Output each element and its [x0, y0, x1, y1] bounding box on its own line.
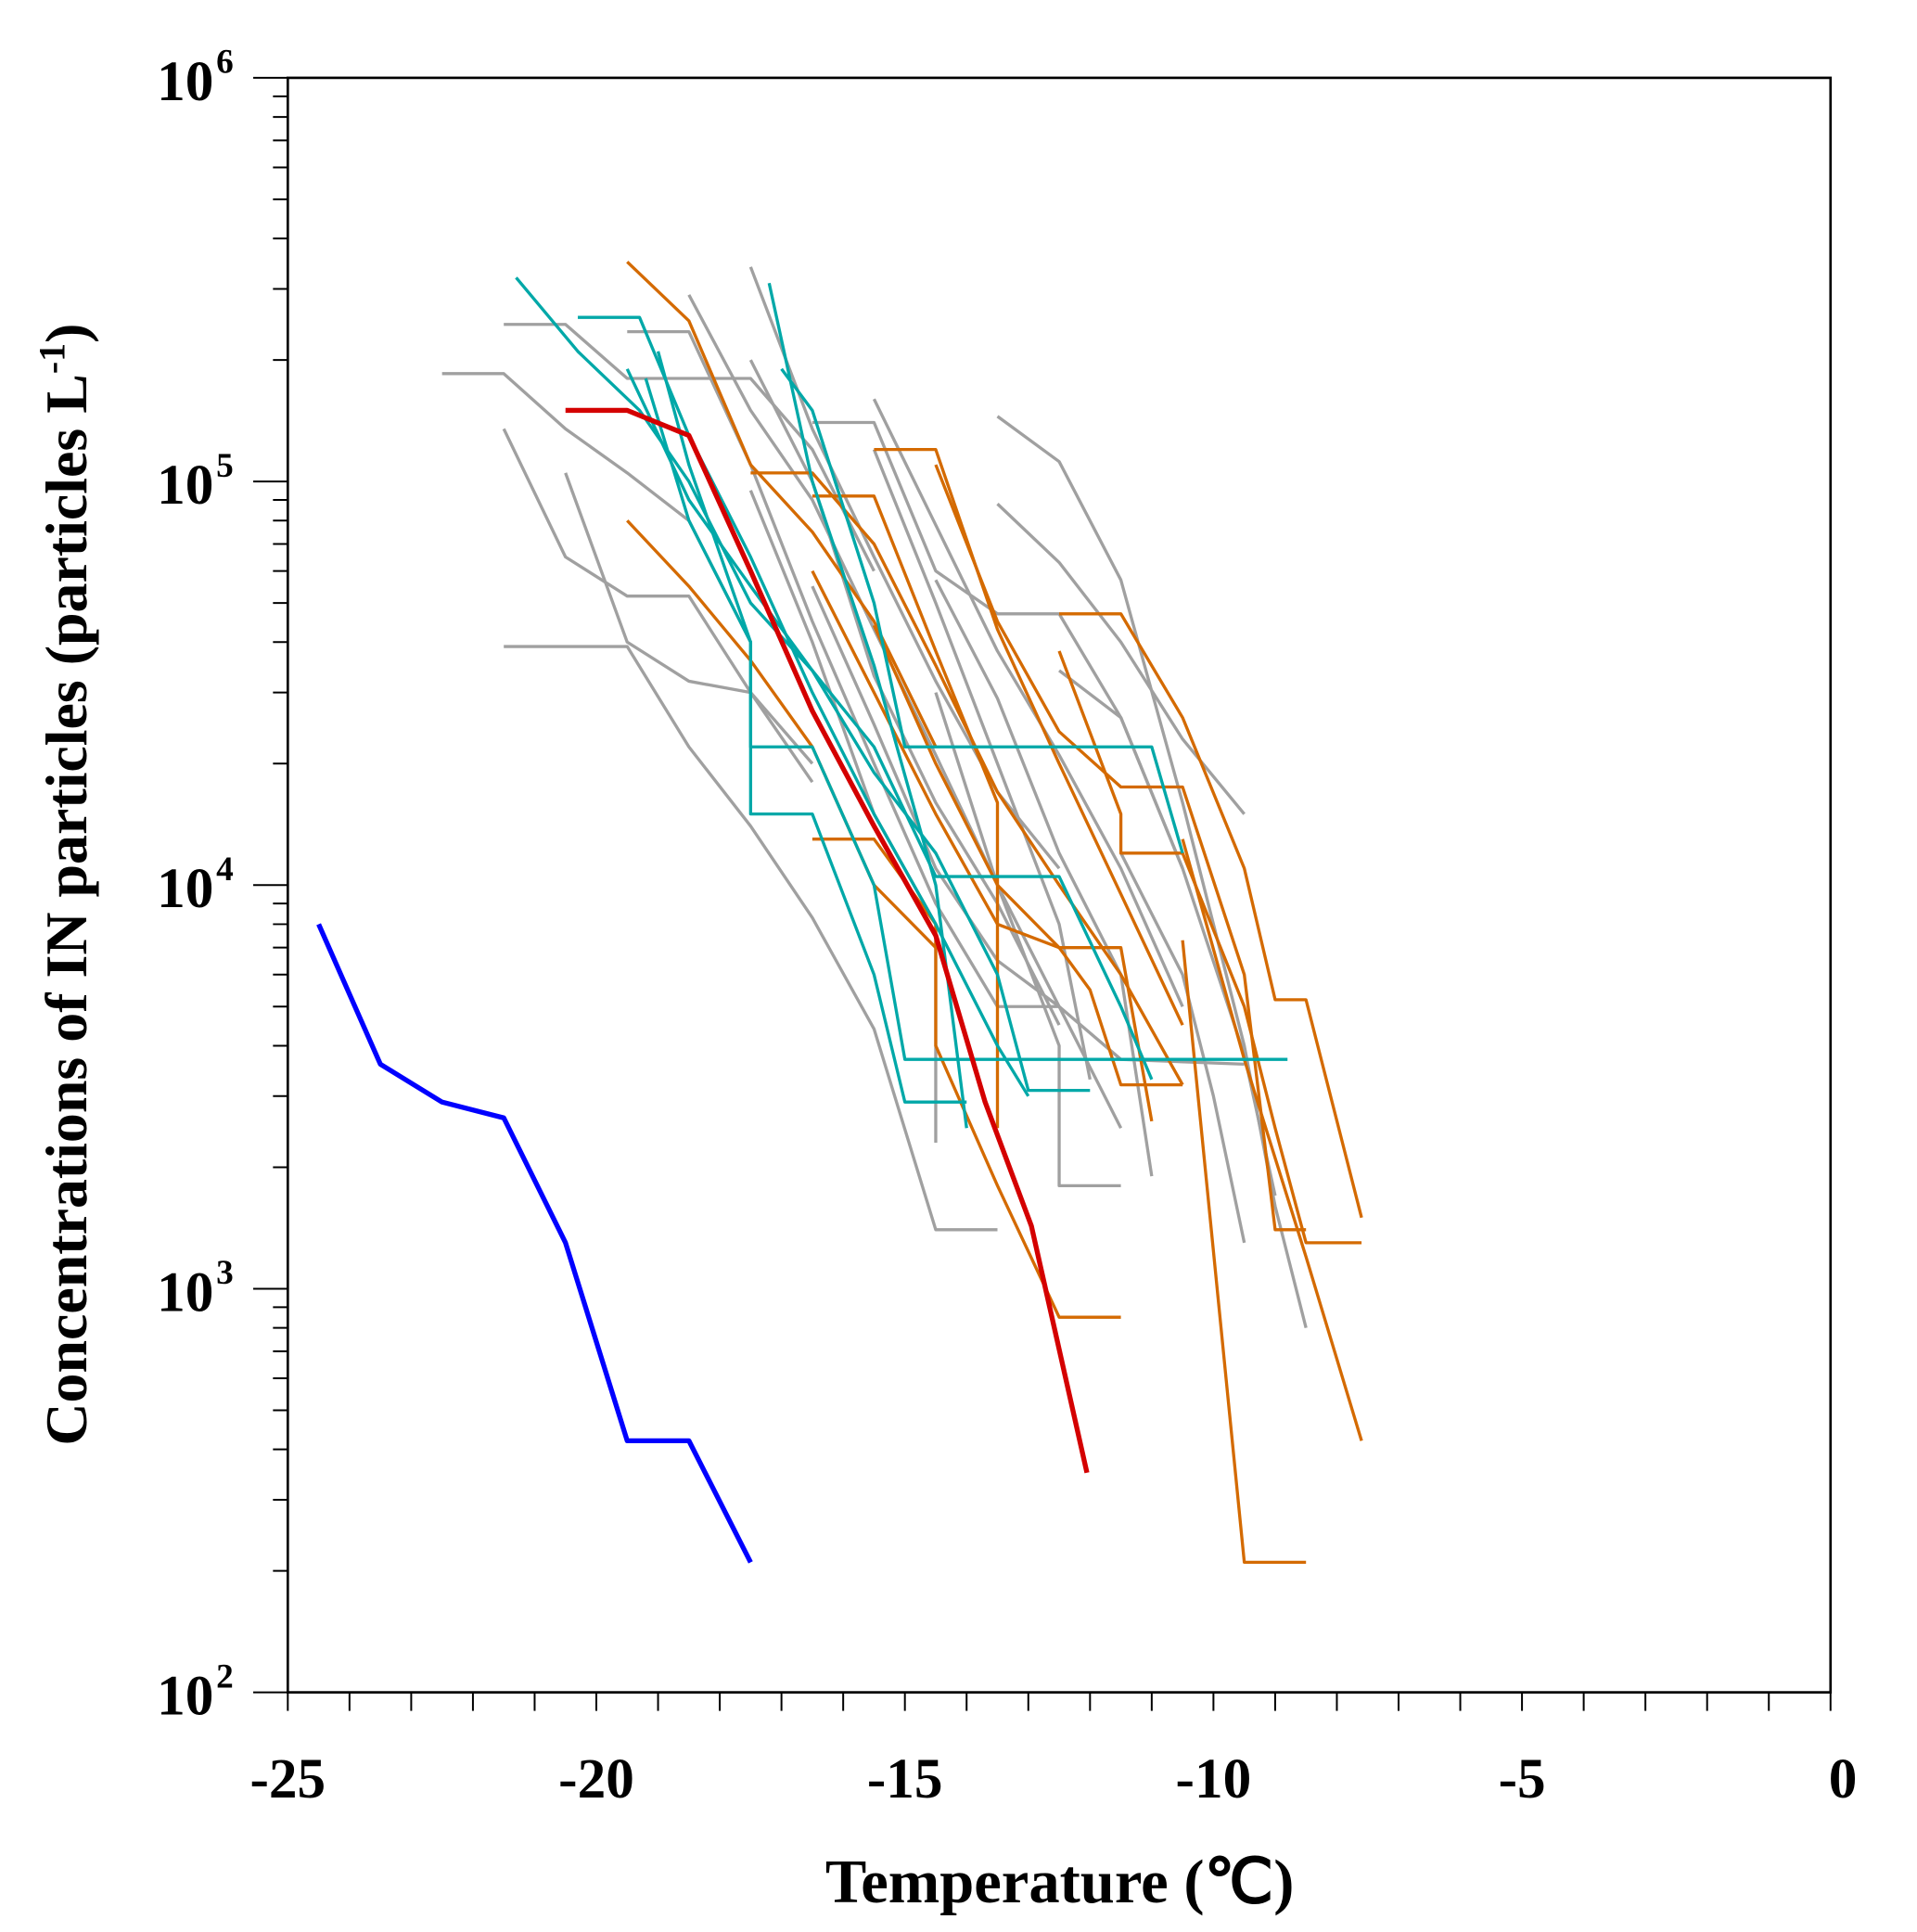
x-axis-label: Temperature (℃) — [825, 1849, 1295, 1916]
y-tick-label-exponent: 4 — [216, 851, 234, 889]
y-axis-label-main: Concentrations of IN particles (particle… — [33, 374, 99, 1445]
y-tick-label: 10 — [157, 454, 213, 517]
series-line-gray-17 — [748, 359, 1061, 1026]
series-line-gray-2 — [502, 428, 814, 765]
series-line-orange-32 — [812, 494, 1000, 1129]
series-line-teal-39 — [625, 368, 1154, 1081]
series-line-gray-16 — [934, 692, 1121, 1188]
y-tick-label-exponent: 6 — [216, 44, 234, 82]
y-tick-label-exponent: 5 — [216, 447, 234, 485]
series-line-teal-38 — [780, 367, 1184, 854]
series-line-gray-13 — [872, 449, 1092, 1081]
y-axis-label-end: ) — [33, 324, 99, 343]
series-line-orange-31 — [872, 624, 1183, 1087]
y-tick-label: 10 — [157, 50, 213, 113]
series-line-orange-29 — [812, 838, 1121, 1319]
x-tick-label: -15 — [867, 1747, 943, 1810]
y-axis-label: Concentrations of IN particles (particle… — [31, 324, 99, 1446]
series-line-orange-26 — [750, 471, 1184, 1086]
x-tick-label: -20 — [558, 1747, 634, 1810]
x-tick-label: -25 — [249, 1747, 326, 1810]
series-line-red-40 — [565, 407, 1090, 1474]
series-line-blue-41 — [316, 923, 753, 1564]
series-line-gray-15 — [934, 579, 1154, 1177]
series-line-orange-28 — [934, 464, 1307, 1232]
series-line-teal-34 — [578, 315, 1030, 1097]
series-line-gray-1 — [504, 323, 875, 572]
x-tick-label: -10 — [1176, 1747, 1252, 1810]
series-layer — [316, 261, 1363, 1565]
y-tick-label: 10 — [157, 1260, 213, 1324]
series-line-orange-23 — [1059, 612, 1363, 1219]
x-tick-label: 0 — [1829, 1747, 1858, 1810]
series-line-gray-9 — [872, 398, 1184, 1007]
series-line-orange-27 — [1057, 650, 1362, 1245]
series-line-gray-5 — [996, 415, 1308, 1329]
series-line-orange-21 — [626, 519, 938, 949]
y-axis-label-sup: -1 — [31, 343, 72, 374]
series-line-gray-19 — [1119, 852, 1246, 1244]
x-tick-label: -5 — [1499, 1747, 1546, 1810]
y-tick-label: 10 — [157, 857, 213, 920]
series-line-teal-36 — [656, 351, 1288, 1061]
y-tick-label-exponent: 2 — [216, 1657, 234, 1695]
series-line-gray-4 — [564, 472, 814, 784]
y-tick-label: 10 — [157, 1665, 213, 1728]
series-line-orange-25 — [1181, 940, 1307, 1565]
series-line-gray-12 — [1058, 669, 1277, 1196]
series-line-orange-24 — [1181, 838, 1363, 1441]
series-line-gray-11 — [627, 329, 1060, 1008]
series-line-gray-3 — [504, 645, 998, 1232]
series-line-orange-30 — [811, 569, 1154, 1122]
y-tick-label-exponent: 3 — [216, 1254, 234, 1292]
series-line-orange-22 — [874, 447, 1184, 1026]
series-line-gray-6 — [996, 503, 1246, 815]
series-line-teal-37 — [644, 377, 967, 1104]
series-line-orange-20 — [626, 261, 938, 748]
